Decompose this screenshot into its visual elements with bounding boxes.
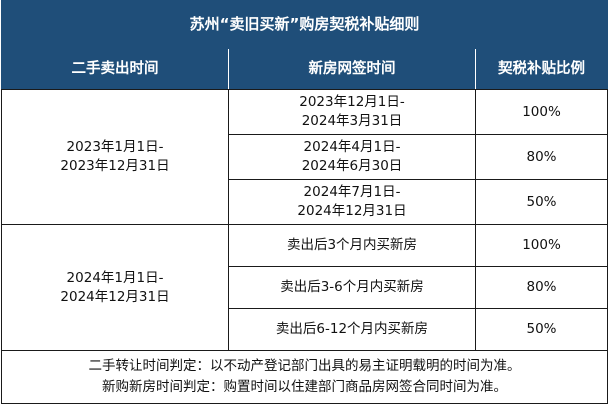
sign-period-cell: 卖出后3个月内买新房 <box>228 224 476 267</box>
table-title: 苏州“卖旧买新”购房契税补贴细则 <box>1 0 608 49</box>
sign-period-cell: 2023年12月1日- 2024年3月31日 <box>228 89 476 135</box>
sign-period-cell: 卖出后3-6个月内买新房 <box>228 266 476 309</box>
header-ratio: 契税补贴比例 <box>475 48 608 90</box>
table-row: 2024年1月1日- 2024年12月31日 卖出后3个月内买新房 100% <box>1 224 608 351</box>
sign-period-cell: 2024年7月1日- 2024年12月31日 <box>228 179 476 225</box>
sign-period-cell: 2024年4月1日- 2024年6月30日 <box>228 134 476 180</box>
table-row: 卖出后3-6个月内买新房 80% <box>2 266 608 309</box>
ratio-cell: 100% <box>475 89 608 135</box>
table-row: 2024年4月1日- 2024年6月30日 80% <box>2 134 608 180</box>
sale-period-cell: 2024年1月1日- 2024年12月31日 <box>1 224 229 351</box>
header-sale-time: 二手卖出时间 <box>1 48 229 90</box>
ratio-cell: 80% <box>475 266 608 309</box>
table-row: 2024年7月1日- 2024年12月31日 50% <box>2 179 608 225</box>
header-sign-time: 新房网签时间 <box>228 48 476 90</box>
sign-period-cell: 卖出后6-12个月内买新房 <box>228 308 476 351</box>
notes-cell: 二手转让时间判定：以不动产登记部门出具的易主证明载明的时间为准。 新购新房时间判定… <box>1 350 608 404</box>
ratio-cell: 80% <box>475 134 608 180</box>
ratio-cell: 50% <box>475 308 608 351</box>
note-sale: 二手转让时间判定：以不动产登记部门出具的易主证明载明的时间为准。 <box>88 358 521 374</box>
table-row: 卖出后6-12个月内买新房 50% <box>2 308 608 351</box>
ratio-cell: 100% <box>475 224 608 267</box>
table-row: 2023年1月1日- 2023年12月31日 2023年12月1日- 2024年3月… <box>1 89 608 225</box>
sale-period-cell: 2023年1月1日- 2023年12月31日 <box>1 89 229 225</box>
note-purchase: 新购新房时间判定：购置时间以住建部门商品房网签合同时间为准。 <box>102 379 507 395</box>
ratio-cell: 50% <box>475 179 608 225</box>
